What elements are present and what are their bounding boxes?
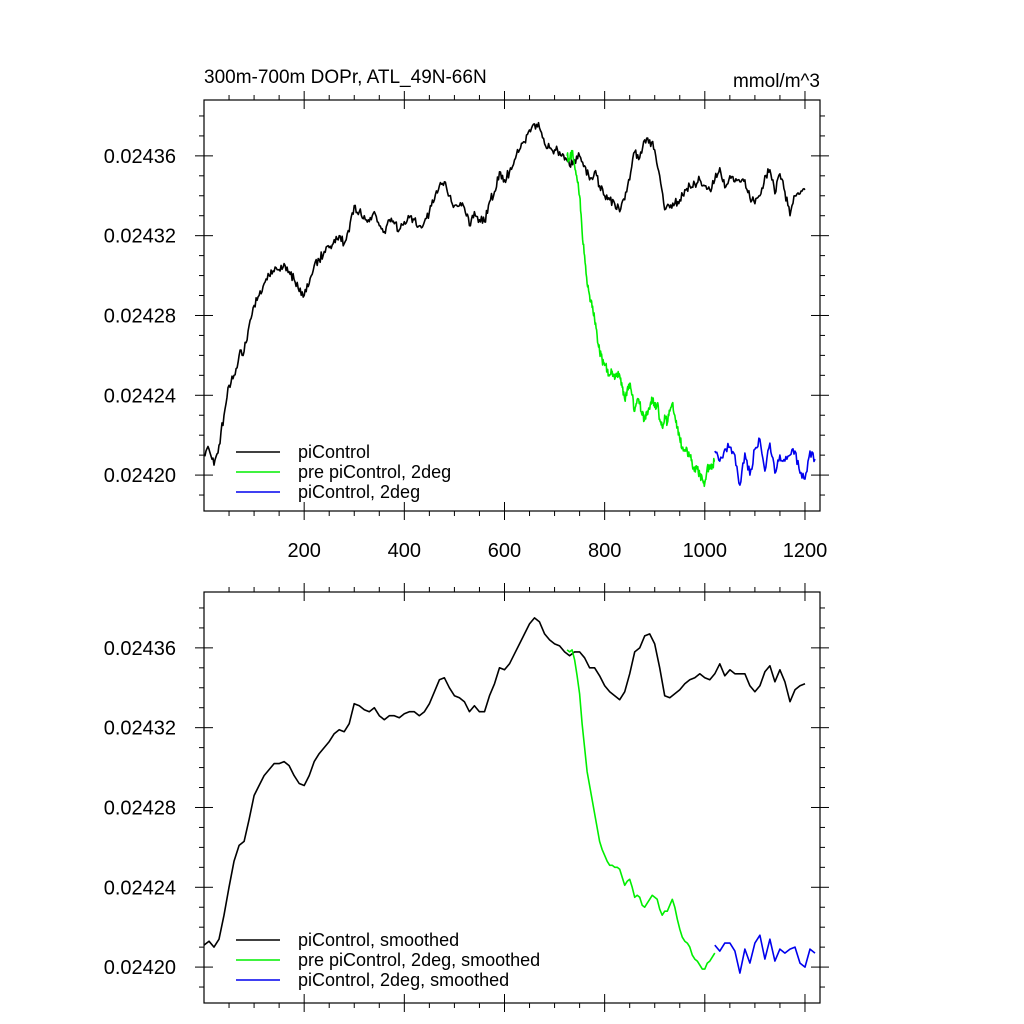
legend-label: piControl (298, 442, 370, 462)
series-line-1 (566, 149, 716, 488)
y-tick-label: 0.02428 (104, 305, 176, 327)
top-panel: 200 400 600 800 1000 1200 0.02420 0.02424 0.0242… (104, 91, 829, 562)
y-tick-label: 0.02432 (104, 718, 176, 740)
plot-frame (203, 591, 821, 1004)
legend-label: piControl, 2deg, smoothed (298, 970, 509, 990)
bottom-panel: 0.02420 0.02424 0.02428 0.02432 0.02436 piCon… (104, 583, 829, 1012)
y-tick-label: 0.02424 (104, 877, 176, 899)
series-line-0 (203, 121, 806, 466)
series-line-0 (203, 617, 806, 948)
x-tick-label: 1000 (683, 540, 728, 562)
y-tick-label: 0.02436 (104, 146, 176, 168)
y-tick-label: 0.02432 (104, 226, 176, 248)
y-tick-label: 0.02424 (104, 385, 176, 407)
legend-label: piControl, smoothed (298, 930, 459, 950)
y-tick-label: 0.02436 (104, 638, 176, 660)
x-tick-label: 400 (388, 540, 421, 562)
series-line-1 (566, 649, 716, 970)
legend-label: pre piControl, 2deg, smoothed (298, 950, 540, 970)
x-tick-label: 600 (488, 540, 521, 562)
units-label: mmol/m^3 (733, 71, 820, 92)
legend-label: pre piControl, 2deg (298, 462, 451, 482)
series-line-2 (714, 437, 816, 486)
y-tick-label: 0.02420 (104, 957, 176, 979)
x-tick-label: 200 (287, 540, 320, 562)
series-line-2 (714, 934, 816, 974)
y-tick-label: 0.02420 (104, 465, 176, 487)
chart-title: 300m-700m DOPr, ATL_49N-66N (204, 67, 487, 88)
y-tick-label: 0.02428 (104, 797, 176, 819)
legend-label: piControl, 2deg (298, 482, 420, 502)
x-tick-label: 1200 (783, 540, 828, 562)
x-tick-label: 800 (588, 540, 621, 562)
plot-frame (203, 99, 821, 512)
